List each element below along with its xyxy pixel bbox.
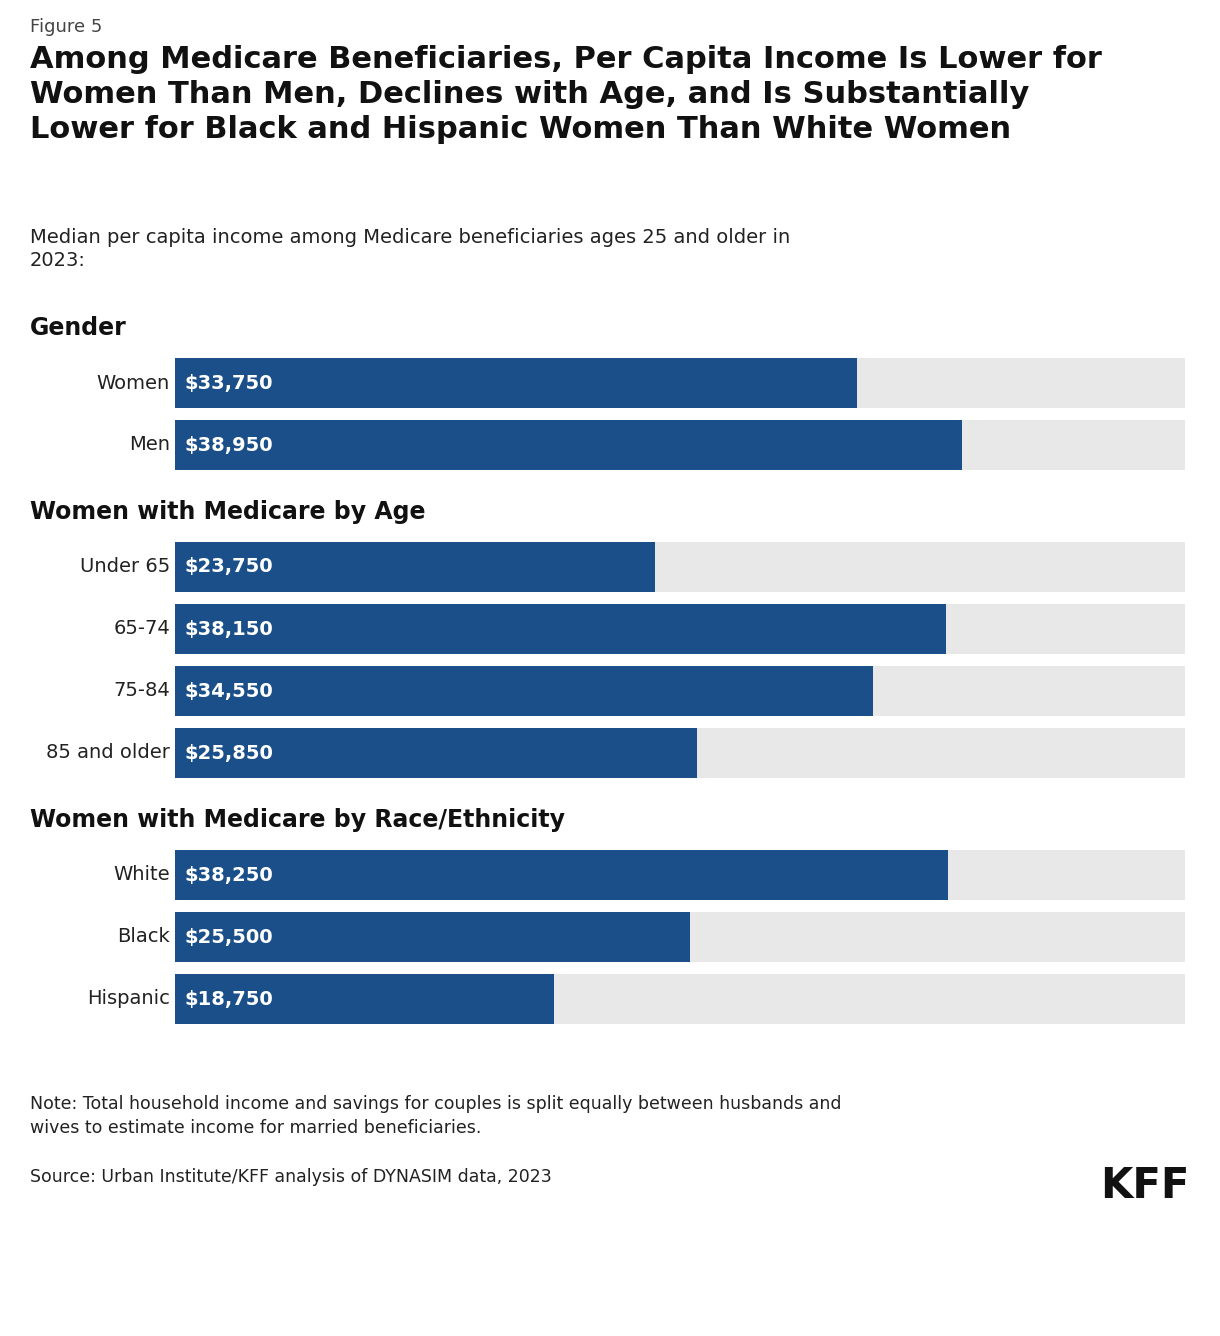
Text: $23,750: $23,750 bbox=[185, 557, 273, 577]
Text: $38,250: $38,250 bbox=[185, 866, 273, 884]
Text: Black: Black bbox=[117, 927, 170, 946]
Text: $18,750: $18,750 bbox=[185, 990, 273, 1009]
Text: Women with Medicare by Race/Ethnicity: Women with Medicare by Race/Ethnicity bbox=[30, 808, 565, 832]
Text: KFF: KFF bbox=[1100, 1165, 1190, 1206]
Text: Among Medicare Beneficiaries, Per Capita Income Is Lower for
Women Than Men, Dec: Among Medicare Beneficiaries, Per Capita… bbox=[30, 45, 1102, 143]
Text: Hispanic: Hispanic bbox=[87, 990, 170, 1009]
Text: Note: Total household income and savings for couples is split equally between hu: Note: Total household income and savings… bbox=[30, 1096, 842, 1137]
Text: $25,850: $25,850 bbox=[185, 744, 273, 763]
Text: $38,950: $38,950 bbox=[185, 436, 273, 454]
Text: Men: Men bbox=[129, 436, 170, 454]
Text: Figure 5: Figure 5 bbox=[30, 17, 102, 36]
Text: Women: Women bbox=[96, 374, 170, 393]
Text: 85 and older: 85 and older bbox=[46, 744, 170, 763]
Text: Under 65: Under 65 bbox=[79, 557, 170, 577]
Text: White: White bbox=[113, 866, 170, 884]
Text: Source: Urban Institute/KFF analysis of DYNASIM data, 2023: Source: Urban Institute/KFF analysis of … bbox=[30, 1168, 551, 1186]
Text: 65-74: 65-74 bbox=[113, 620, 170, 639]
Text: $25,500: $25,500 bbox=[185, 927, 273, 946]
Text: 75-84: 75-84 bbox=[113, 681, 170, 700]
Text: $34,550: $34,550 bbox=[185, 681, 273, 700]
Text: Median per capita income among Medicare beneficiaries ages 25 and older in
2023:: Median per capita income among Medicare … bbox=[30, 228, 791, 270]
Text: $38,150: $38,150 bbox=[185, 620, 273, 639]
Text: $33,750: $33,750 bbox=[185, 374, 273, 393]
Text: Gender: Gender bbox=[30, 317, 127, 339]
Text: Women with Medicare by Age: Women with Medicare by Age bbox=[30, 500, 426, 524]
